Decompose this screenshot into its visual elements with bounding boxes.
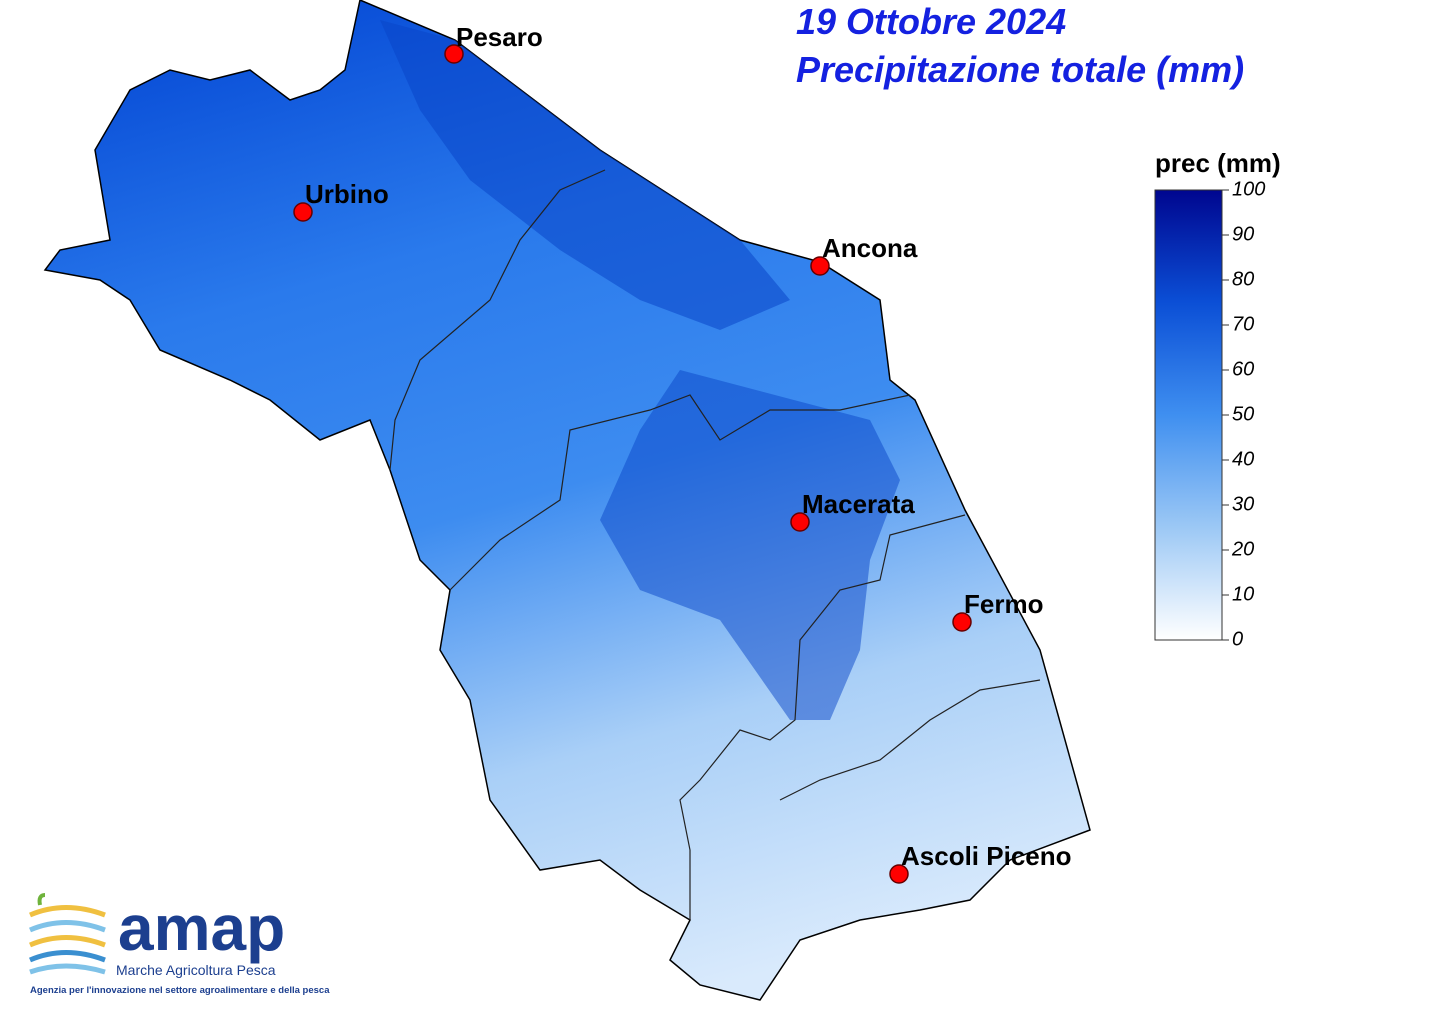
city-label: Pesaro xyxy=(456,22,543,52)
legend-tick-label: 20 xyxy=(1231,538,1254,560)
city-label: Ancona xyxy=(822,233,918,263)
legend-tick-label: 60 xyxy=(1232,358,1254,380)
legend-tick-label: 80 xyxy=(1232,268,1254,290)
city-marker xyxy=(293,202,313,222)
legend-tick-label: 30 xyxy=(1232,493,1254,515)
legend-tick-label: 90 xyxy=(1232,223,1254,245)
map-title: Precipitazione totale (mm) xyxy=(796,49,1244,90)
city-marker xyxy=(444,44,464,64)
region-shape xyxy=(43,0,1091,1001)
city-marker xyxy=(952,612,972,632)
province-borders xyxy=(389,169,1041,920)
logo-icon xyxy=(29,893,106,975)
legend-tick-label: 70 xyxy=(1232,313,1254,335)
dark-rain-zone xyxy=(380,20,790,330)
city-marker xyxy=(790,512,810,532)
city-marker xyxy=(889,864,909,884)
legend-tick-label: 50 xyxy=(1232,403,1254,425)
logo-subtitle: Marche Agricoltura Pesca xyxy=(116,962,276,978)
legend-tick-label: 10 xyxy=(1232,583,1254,605)
legend-tick-label: 0 xyxy=(1232,628,1243,650)
color-bar xyxy=(1154,189,1223,641)
city-label: Macerata xyxy=(802,489,915,519)
legend-tick-label: 40 xyxy=(1232,448,1254,470)
logo-name: amap xyxy=(118,892,285,964)
city-label: Fermo xyxy=(964,589,1043,619)
legend-tick-label: 100 xyxy=(1232,178,1265,200)
logo-tagline: Agenzia per l'innovazione nel settore ag… xyxy=(30,985,330,996)
city-label: Ascoli Piceno xyxy=(901,841,1072,871)
city-label: Urbino xyxy=(305,179,389,209)
city-marker xyxy=(810,256,830,276)
date-title: 19 Ottobre 2024 xyxy=(796,1,1066,42)
legend-title: prec (mm) xyxy=(1155,148,1281,178)
dark-rain-zone xyxy=(600,370,900,720)
